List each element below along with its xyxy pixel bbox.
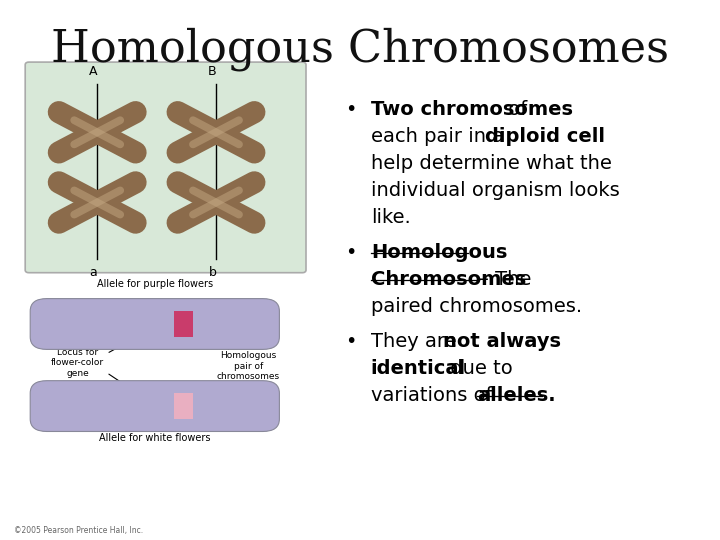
- Bar: [174, 393, 193, 419]
- Text: Allele for white flowers: Allele for white flowers: [99, 433, 210, 443]
- Text: each pair in a: each pair in a: [371, 127, 510, 146]
- Text: Homologous Chromosomes: Homologous Chromosomes: [51, 27, 669, 71]
- Text: alleles.: alleles.: [477, 386, 556, 405]
- Text: A: A: [89, 65, 98, 78]
- Text: a: a: [90, 266, 97, 279]
- Text: •: •: [346, 100, 357, 119]
- Text: B: B: [208, 65, 217, 78]
- Text: variations of: variations of: [371, 386, 499, 405]
- FancyBboxPatch shape: [30, 381, 279, 431]
- Text: ©2005 Pearson Prentice Hall, Inc.: ©2005 Pearson Prentice Hall, Inc.: [14, 525, 143, 535]
- Text: Chromosomes: Chromosomes: [371, 270, 526, 289]
- Text: paired chromosomes.: paired chromosomes.: [371, 297, 582, 316]
- Text: Locus for
flower-color
gene: Locus for flower-color gene: [51, 348, 104, 378]
- Text: Homologous
pair of
chromosomes: Homologous pair of chromosomes: [217, 351, 280, 381]
- Text: diploid cell: diploid cell: [485, 127, 605, 146]
- Text: Allele for purple flowers: Allele for purple flowers: [96, 279, 213, 289]
- FancyBboxPatch shape: [25, 62, 306, 273]
- Text: •: •: [346, 332, 357, 351]
- Text: help determine what the: help determine what the: [371, 154, 612, 173]
- Text: not always: not always: [443, 332, 561, 351]
- Text: individual organism looks: individual organism looks: [371, 181, 619, 200]
- Text: Two chromosomes: Two chromosomes: [371, 100, 573, 119]
- Text: Homologous: Homologous: [371, 243, 507, 262]
- Text: of: of: [502, 100, 527, 119]
- Text: – The: – The: [479, 270, 531, 289]
- Text: like.: like.: [371, 208, 410, 227]
- Text: b: b: [209, 266, 216, 279]
- Bar: [174, 311, 193, 337]
- Text: identical: identical: [371, 359, 466, 378]
- Text: •: •: [346, 243, 357, 262]
- Text: due to: due to: [444, 359, 513, 378]
- FancyBboxPatch shape: [30, 299, 279, 349]
- Text: They are: They are: [371, 332, 463, 351]
